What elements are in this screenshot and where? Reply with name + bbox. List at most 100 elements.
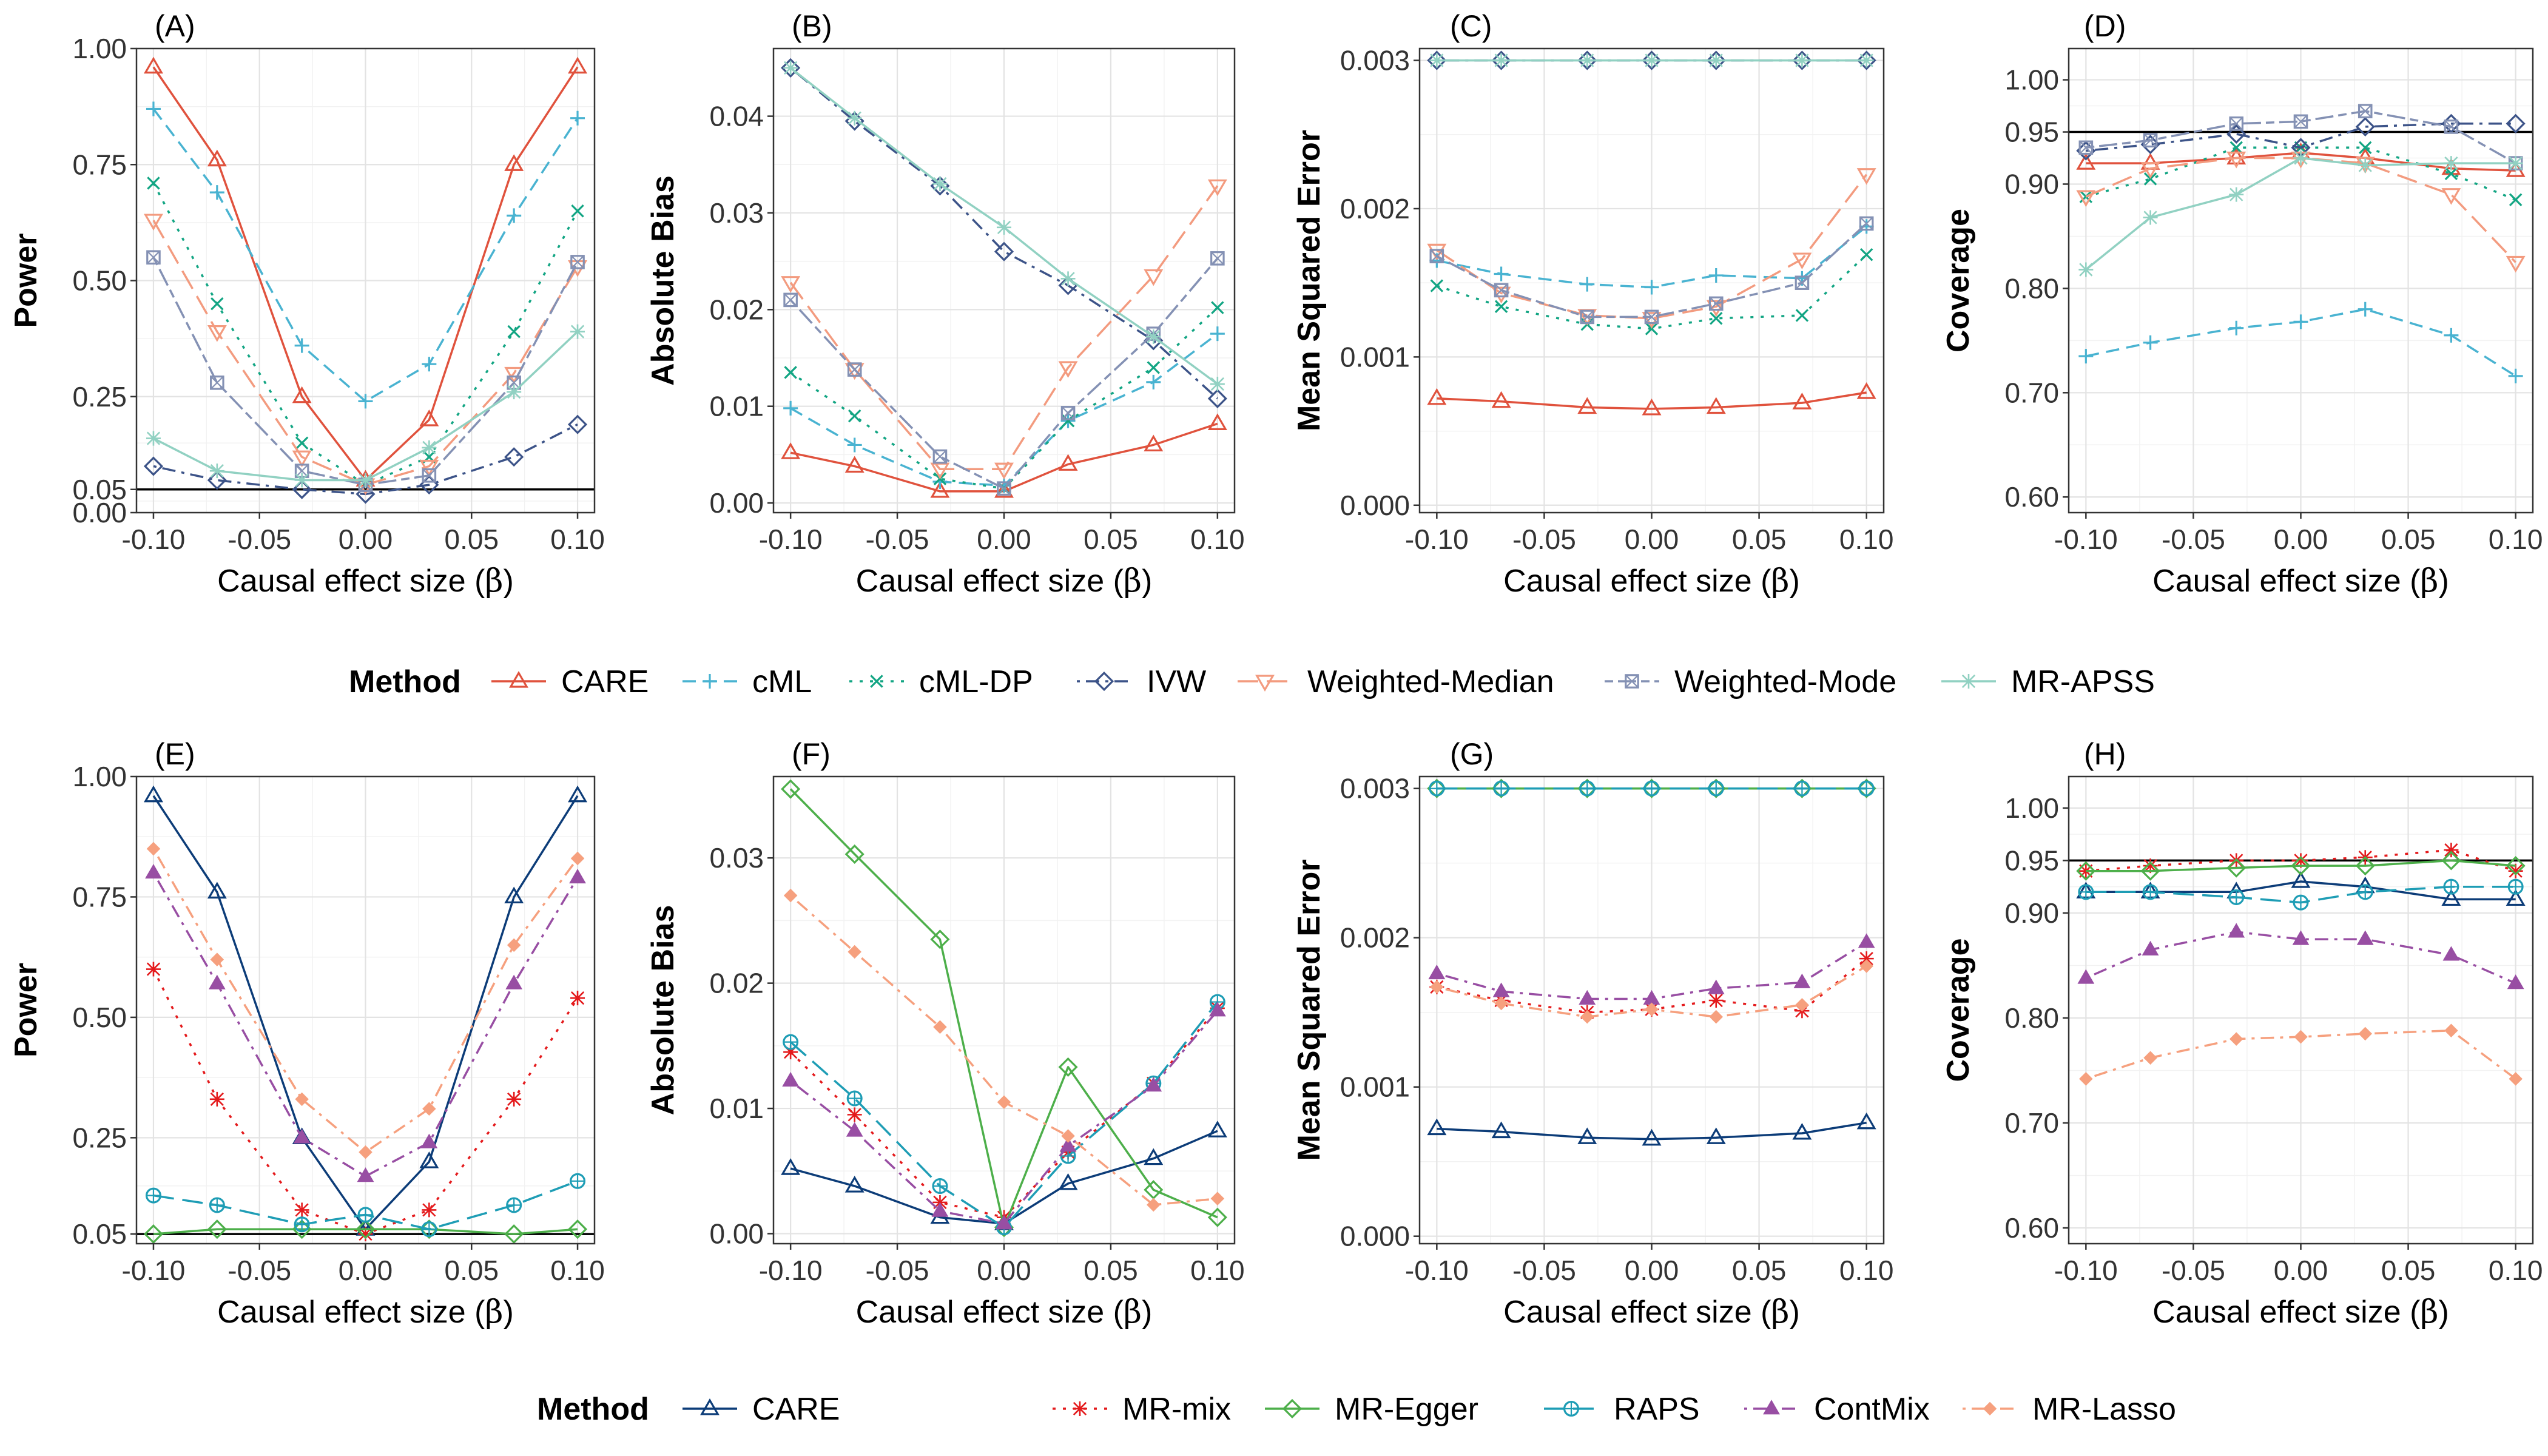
- y-tick-label: 0.75: [72, 881, 127, 912]
- marker-care: [1491, 1121, 1511, 1139]
- y-tick-label: 0.002: [1340, 193, 1410, 224]
- marker-raps: [506, 1197, 522, 1213]
- x-axis-title: Causal effect size (β): [1503, 1294, 1800, 1330]
- marker-ivw: [1706, 50, 1726, 70]
- legend-item-contmix: ContMix: [1744, 1392, 1930, 1427]
- marker-weighted-mode: [146, 250, 161, 265]
- marker-mr-apss: [358, 473, 373, 488]
- series-mr-apss: [1429, 53, 1874, 68]
- marker-cml-dp: [507, 325, 521, 339]
- marker-mr-apss: [209, 463, 224, 479]
- marker-raps: [1493, 780, 1509, 797]
- marker-weighted-median: [292, 450, 312, 468]
- legend-label: MR-Lasso: [2032, 1392, 2176, 1427]
- x-tick-label: 0.00: [339, 1255, 393, 1286]
- panel-tag: (C): [1450, 9, 1492, 43]
- legend-label: cML: [752, 664, 812, 699]
- y-tick-label: 0.90: [2004, 168, 2059, 200]
- y-tick-label: 0.00: [72, 497, 127, 528]
- y-tick-label: 1.00: [72, 33, 127, 64]
- marker-mr-egger: [1207, 1207, 1227, 1227]
- marker-mr-apss: [146, 431, 161, 446]
- marker-contmix: [1428, 965, 1446, 980]
- series-mr-egger: [2076, 851, 2526, 881]
- marker-cml-dp: [2509, 193, 2523, 207]
- marker-mr-lasso: [1580, 1009, 1594, 1024]
- marker-ivw: [1792, 50, 1812, 70]
- marker-contmix: [293, 1128, 311, 1144]
- marker-mr-mix: [146, 962, 161, 977]
- x-title-suffix: ): [503, 564, 513, 599]
- marker-cml-dp: [1645, 322, 1659, 335]
- x-tick-label: 0.05: [445, 1255, 499, 1286]
- y-tick-label: 0.01: [709, 391, 764, 422]
- series-weighted-median: [781, 179, 1227, 480]
- series-raps: [1429, 780, 1875, 797]
- marker-raps: [357, 1207, 374, 1223]
- y-tick-label: 0.50: [72, 265, 127, 297]
- marker-care: [1706, 1127, 1726, 1144]
- marker-weighted-mode: [1429, 249, 1444, 263]
- marker-mr-mix: [209, 1091, 224, 1107]
- y-axis-title: Power: [8, 233, 44, 328]
- x-title-symbol: β: [485, 1294, 503, 1330]
- x-title-symbol: β: [2420, 1294, 2438, 1330]
- marker-mr-mix: [294, 1202, 309, 1218]
- y-tick-label: 0.03: [709, 197, 764, 229]
- marker-contmix: [1858, 933, 1875, 948]
- x-title-prefix: Causal effect size (: [856, 1295, 1124, 1330]
- marker-cml: [847, 437, 862, 453]
- series-line-weighted-median: [1436, 174, 1868, 320]
- legend-top: Method CARE cML cML-DP IVW Weighted-Median Wei…: [349, 664, 2155, 699]
- marker-care: [1706, 397, 1726, 414]
- marker-contmix: [569, 869, 586, 884]
- marker-mr-mix: [2444, 843, 2459, 858]
- x-title-symbol: β: [1771, 1294, 1789, 1330]
- x-tick-label: -0.10: [122, 1255, 186, 1286]
- marker-cml-dp: [211, 297, 224, 311]
- panel-f: 0.00 0.01 0.02 0.03 Absolute Bias -0.10 -0.05 0…: [645, 737, 1245, 1330]
- x-tick-label: -0.10: [2054, 524, 2118, 555]
- marker-ivw: [504, 447, 524, 467]
- y-tick-label: 0.25: [72, 381, 127, 413]
- x-tick-label: 0.10: [1839, 1255, 1894, 1286]
- x-tick-label: -0.05: [866, 1255, 929, 1286]
- y-axis: 0.05 0.25 0.50 0.75 1.00 Power: [8, 761, 136, 1250]
- marker-care: [700, 1398, 720, 1415]
- series-line-weighted-median: [152, 220, 579, 486]
- x-tick-label: 0.00: [1625, 1255, 1679, 1286]
- panel-tag: (A): [155, 9, 195, 43]
- marker-mr-egger: [567, 1219, 588, 1239]
- marker-cml: [294, 338, 309, 353]
- marker-mr-egger: [207, 1219, 227, 1239]
- series-cml: [146, 101, 585, 409]
- marker-care: [1144, 434, 1164, 452]
- x-tick-label: 0.00: [977, 1255, 1031, 1286]
- x-axis-title: Causal effect size (β): [856, 1294, 1153, 1330]
- x-axis: -0.10 -0.05 0.00 0.05 0.10 Causal effect size…: [122, 513, 605, 599]
- marker-care: [1577, 1127, 1597, 1144]
- series-mr-lasso: [2079, 1023, 2523, 1086]
- x-tick-label: 0.10: [1190, 1255, 1245, 1286]
- marker-cml-dp: [1494, 300, 1508, 314]
- y-tick-label: 0.003: [1340, 45, 1410, 76]
- marker-ivw: [1642, 50, 1662, 70]
- x-tick-label: 0.10: [550, 1255, 605, 1286]
- panel-tag: (H): [2084, 737, 2126, 771]
- marker-cml-dp: [1211, 301, 1224, 314]
- series-contmix: [1428, 933, 1875, 1005]
- marker-mr-mix: [1073, 1401, 1087, 1416]
- legend-item-weighted-median: Weighted-Median: [1238, 664, 1554, 699]
- marker-mr-lasso: [570, 851, 585, 866]
- marker-ivw: [2226, 124, 2246, 144]
- legend-label: CARE: [561, 664, 649, 699]
- x-tick-label: -0.10: [759, 1255, 823, 1286]
- legend-item-mr-mix: MR-mix: [1053, 1392, 1231, 1427]
- marker-raps: [783, 1034, 799, 1050]
- marker-mr-apss: [570, 324, 585, 339]
- x-axis: -0.10 -0.05 0.00 0.05 0.10 Causal effect size…: [2054, 1244, 2543, 1330]
- marker-weighted-mode: [1580, 309, 1595, 325]
- x-title-suffix: ): [2438, 1295, 2449, 1330]
- marker-mr-apss: [1494, 53, 1509, 68]
